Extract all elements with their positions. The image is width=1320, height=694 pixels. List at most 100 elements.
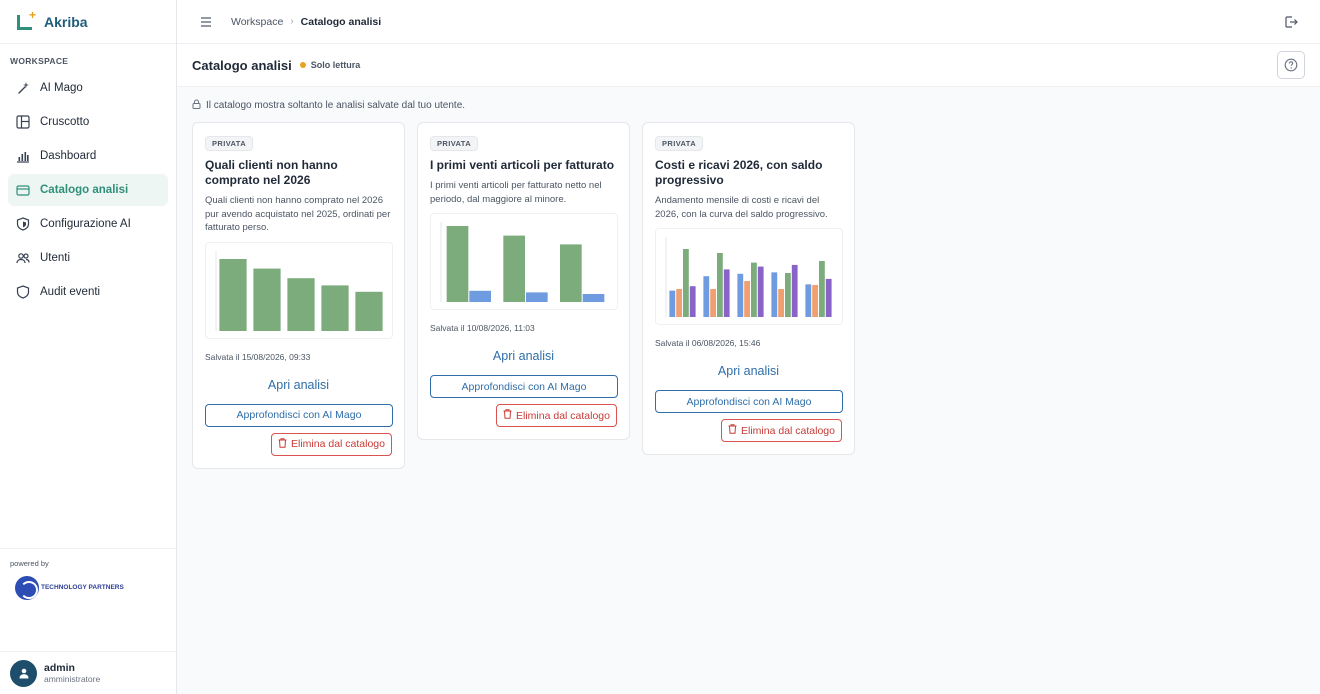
sparkle-icon <box>16 81 30 95</box>
folder-icon <box>16 183 30 197</box>
avatar <box>10 659 37 687</box>
sidebar: + Akriba WORKSPACE AI Mago Cruscotto Das… <box>0 0 177 694</box>
shield-icon <box>16 285 30 299</box>
sidebar-item-label: Utenti <box>40 252 71 264</box>
sidebar-nav: AI Mago Cruscotto Dashboard Catalogo ana… <box>0 72 176 308</box>
ai-mago-button[interactable]: Approfondisci con AI Mago <box>430 375 618 398</box>
card-title: Costi e ricavi 2026, con saldo progressi… <box>655 158 823 187</box>
help-icon <box>1284 58 1298 72</box>
thumb-bar <box>785 273 791 317</box>
read-only-badge: Solo lettura <box>310 60 361 70</box>
analysis-card: PRIVATA Quali clienti non hanno comprato… <box>192 122 405 469</box>
thumb-bar <box>805 284 812 317</box>
shield-icon <box>16 217 30 231</box>
sidebar-section-label: WORKSPACE <box>10 56 69 66</box>
thumb-bar <box>710 289 716 317</box>
user-profile[interactable]: admin amministratore <box>0 651 176 694</box>
sidebar-item-utenti[interactable]: Utenti <box>8 242 168 274</box>
analysis-card: PRIVATA Costi e ricavi 2026, con saldo p… <box>642 122 855 455</box>
visibility-badge: PRIVATA <box>430 136 479 151</box>
sidebar-item-ai-mago[interactable]: AI Mago <box>8 72 168 104</box>
thumb-bar <box>744 281 750 317</box>
analysis-card: PRIVATA I primi venti articoli per fattu… <box>417 122 630 440</box>
partner-logo-text: TECHNOLOGY PARTNERS <box>41 584 124 592</box>
akriba-logo-icon: + <box>16 9 36 31</box>
sidebar-item-label: Cruscotto <box>40 116 90 128</box>
card-title: Quali clienti non hanno comprato nel 202… <box>205 158 338 187</box>
thumb-bar <box>321 284 349 331</box>
saved-date: Salvata il 15/08/2026, 09:33 <box>205 351 311 362</box>
trash-icon <box>728 424 737 437</box>
sidebar-item-cruscotto[interactable]: Cruscotto <box>8 106 168 138</box>
sidebar-item-catalogo-analisi[interactable]: Catalogo analisi <box>8 174 168 206</box>
thumb-bar <box>723 269 730 317</box>
users-icon <box>16 251 30 265</box>
bar-chart-icon <box>16 149 30 163</box>
delete-from-catalog-button[interactable]: Elimina dal catalogo <box>721 419 842 442</box>
help-button[interactable] <box>1277 51 1305 79</box>
status-dot <box>299 62 306 68</box>
saved-date: Salvata il 06/08/2026, 15:46 <box>655 338 761 348</box>
ai-mago-button[interactable]: Approfondisci con AI Mago <box>205 403 393 427</box>
thumb-bar <box>560 244 582 302</box>
trash-icon <box>503 409 512 422</box>
open-analysis-link[interactable]: Apri analisi <box>492 349 555 363</box>
sidebar-toggle-icon[interactable] <box>199 15 213 29</box>
thumb-bar <box>819 261 825 317</box>
thumb-bar <box>737 273 744 317</box>
delete-label: Elimina dal catalogo <box>291 438 385 450</box>
thumb-bar <box>287 277 315 331</box>
page-header: Catalogo analisi Solo lettura <box>177 44 1320 87</box>
open-analysis-link[interactable]: Apri analisi <box>267 377 330 392</box>
thumb-bar <box>253 268 281 331</box>
layout-icon <box>16 115 30 129</box>
chart-thumbnail <box>655 228 843 325</box>
visibility-badge: PRIVATA <box>205 136 254 151</box>
chart-thumbnail <box>430 213 618 310</box>
thumb-bar <box>703 276 710 317</box>
delete-from-catalog-button[interactable]: Elimina dal catalogo <box>271 432 392 456</box>
visibility-badge: PRIVATA <box>655 136 704 151</box>
thumb-bar <box>751 262 757 317</box>
thumb-bar <box>355 291 383 331</box>
breadcrumb-current: Catalogo analisi <box>300 15 382 28</box>
sidebar-item-dashboard[interactable]: Dashboard <box>8 140 168 172</box>
thumb-bar <box>582 294 605 302</box>
thumb-bar <box>771 272 778 317</box>
thumb-bar <box>676 289 682 317</box>
powered-by: powered by TECHNOLOGY PARTNERS <box>0 548 176 610</box>
user-role: amministratore <box>44 674 101 684</box>
sidebar-item-label: Audit eventi <box>40 286 101 298</box>
logout-icon[interactable] <box>1284 15 1298 29</box>
delete-from-catalog-button[interactable]: Elimina dal catalogo <box>496 404 617 427</box>
thumb-bar <box>669 290 676 317</box>
delete-label: Elimina dal catalogo <box>741 424 835 437</box>
sidebar-item-audit-eventi[interactable]: Audit eventi <box>8 276 168 308</box>
thumb-bar <box>757 266 764 317</box>
thumb-bar <box>825 278 832 317</box>
sidebar-item-label: Configurazione AI <box>40 218 131 230</box>
user-icon <box>19 668 28 679</box>
chart-thumbnail <box>205 241 393 339</box>
thumb-bar <box>689 286 696 317</box>
thumb-bar <box>526 292 548 302</box>
open-analysis-link[interactable]: Apri analisi <box>717 364 780 378</box>
brand[interactable]: + Akriba <box>0 0 176 44</box>
breadcrumb: Workspace › Catalogo analisi <box>231 16 381 28</box>
partner-logo-icon <box>15 576 39 600</box>
chevron-right-icon: › <box>290 16 294 27</box>
card-description: Quali clienti non hanno comprato nel 202… <box>205 195 391 233</box>
sidebar-item-label: Dashboard <box>40 150 97 162</box>
sidebar-item-configurazione-ai[interactable]: Configurazione AI <box>8 208 168 240</box>
user-name: admin <box>44 662 75 674</box>
ai-mago-button[interactable]: Approfondisci con AI Mago <box>655 390 843 413</box>
sidebar-item-label: Catalogo analisi <box>40 184 129 196</box>
card-description: I primi venti articoli per fatturato net… <box>430 180 602 205</box>
lock-icon <box>192 99 201 112</box>
thumb-bar <box>778 289 784 317</box>
powered-by-label: powered by <box>10 559 49 568</box>
breadcrumb-root[interactable]: Workspace <box>231 15 284 28</box>
brand-name: Akriba <box>44 13 88 30</box>
delete-label: Elimina dal catalogo <box>516 409 610 422</box>
catalog-notice-text: Il catalogo mostra soltanto le analisi s… <box>206 100 466 111</box>
